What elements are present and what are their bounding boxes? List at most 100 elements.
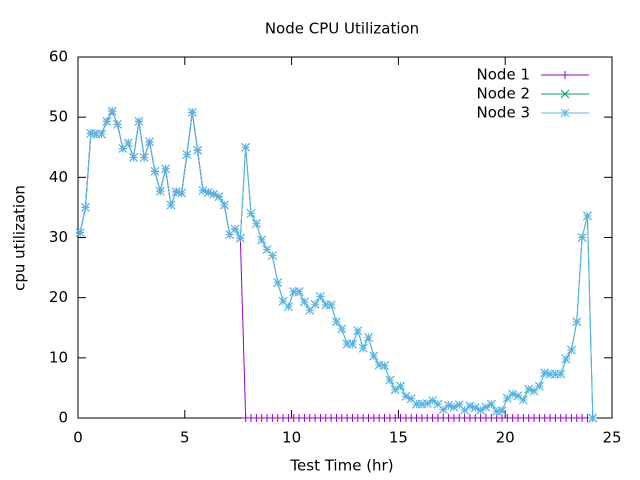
data-point xyxy=(396,381,405,391)
data-point xyxy=(380,361,389,371)
data-point xyxy=(551,369,560,379)
data-point xyxy=(300,297,309,307)
data-point xyxy=(332,317,341,327)
data-point xyxy=(171,187,181,197)
data-point xyxy=(364,333,373,342)
data-point xyxy=(444,401,453,410)
data-point xyxy=(497,406,507,416)
data-point xyxy=(374,360,384,370)
data-point xyxy=(118,144,128,153)
x-tick-label: 5 xyxy=(180,429,190,447)
data-point xyxy=(412,399,421,409)
legend-marker xyxy=(561,71,569,79)
x-tick-label: 25 xyxy=(602,429,621,447)
data-point xyxy=(139,153,149,162)
data-point xyxy=(567,345,576,355)
data-point xyxy=(385,375,395,385)
data-point xyxy=(102,117,112,126)
data-point xyxy=(305,305,315,315)
y-tick-label: 20 xyxy=(49,288,68,306)
data-point xyxy=(583,211,592,221)
data-point xyxy=(502,393,512,403)
data-point xyxy=(134,117,144,126)
data-point xyxy=(492,407,502,416)
data-point xyxy=(358,343,368,353)
data-point xyxy=(177,188,186,198)
data-point xyxy=(508,389,518,399)
data-point xyxy=(588,413,598,423)
data-point xyxy=(486,399,496,409)
data-point xyxy=(193,145,202,155)
data-point xyxy=(257,235,267,245)
data-point xyxy=(476,405,485,415)
data-point xyxy=(406,394,416,404)
data-point xyxy=(150,166,160,176)
data-point xyxy=(230,224,240,234)
legend-marker xyxy=(560,108,570,118)
data-point xyxy=(561,354,571,364)
legend-label: Node 1 xyxy=(477,66,530,84)
data-point xyxy=(155,186,165,196)
x-tick-label: 10 xyxy=(282,429,301,447)
y-tick-label: 0 xyxy=(58,409,68,427)
y-axis-label: cpu utilization xyxy=(11,185,29,291)
data-point xyxy=(97,129,106,139)
data-point xyxy=(470,403,480,413)
data-point xyxy=(524,384,534,394)
data-point xyxy=(91,129,101,139)
data-point xyxy=(433,399,443,409)
data-point xyxy=(294,287,304,297)
data-point xyxy=(129,153,138,162)
data-point xyxy=(75,228,85,238)
data-point xyxy=(465,401,475,411)
data-point xyxy=(449,402,459,412)
data-point xyxy=(81,203,90,212)
data-point xyxy=(161,164,170,174)
data-point xyxy=(246,209,256,218)
y-tick-label: 50 xyxy=(49,108,68,126)
data-point xyxy=(460,405,469,415)
data-point xyxy=(353,326,363,336)
data-point xyxy=(513,391,523,401)
legend-marker xyxy=(560,89,570,99)
data-point xyxy=(262,245,272,254)
data-point xyxy=(268,251,277,260)
y-tick-label: 30 xyxy=(49,228,68,246)
data-point xyxy=(369,351,379,361)
data-point xyxy=(417,399,427,409)
x-axis-label: Test Time (hr) xyxy=(289,457,393,475)
data-point xyxy=(123,138,133,148)
data-point xyxy=(219,200,229,210)
data-point xyxy=(310,299,320,309)
data-point xyxy=(203,188,213,197)
data-point xyxy=(342,339,352,349)
y-tick-label: 40 xyxy=(49,168,68,186)
data-point xyxy=(529,386,539,396)
x-tick-label: 20 xyxy=(496,429,515,447)
data-point xyxy=(326,300,336,310)
y-tick-label: 10 xyxy=(49,348,68,366)
data-point xyxy=(348,339,357,349)
data-point xyxy=(422,399,432,408)
legend-label: Node 2 xyxy=(477,85,530,103)
data-point xyxy=(166,200,176,210)
y-tick-label: 60 xyxy=(49,48,68,66)
data-point xyxy=(241,142,251,152)
data-point xyxy=(577,233,587,242)
data-point xyxy=(556,369,566,379)
data-point xyxy=(438,405,448,414)
data-point xyxy=(209,189,218,199)
data-point xyxy=(545,369,555,379)
data-point xyxy=(316,292,325,301)
data-point xyxy=(321,300,331,310)
data-point xyxy=(278,296,288,306)
data-point xyxy=(481,402,491,412)
x-tick-label: 0 xyxy=(73,429,83,447)
data-point xyxy=(535,381,544,391)
data-point xyxy=(145,137,154,147)
data-point xyxy=(284,302,293,312)
data-point xyxy=(572,317,582,327)
data-point xyxy=(235,233,245,243)
